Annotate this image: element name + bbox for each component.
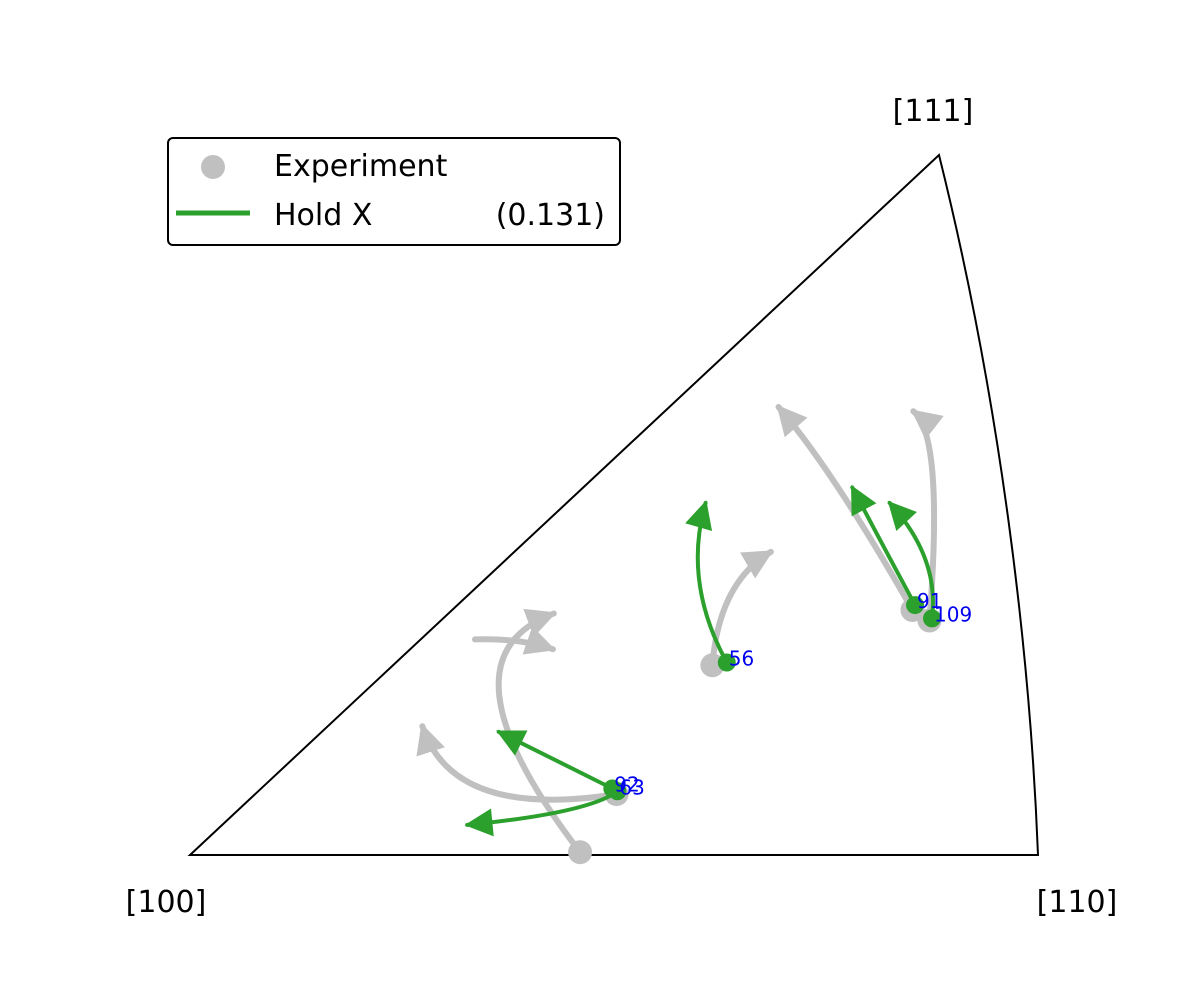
- model-trajectory-56: [685, 500, 729, 665]
- legend: Experiment Hold X (0.131): [167, 137, 621, 246]
- experiment-trajectory-92: [416, 723, 620, 803]
- legend-hold-x-label: Hold X: [274, 198, 372, 233]
- experiment-trajectory-91: [775, 404, 916, 613]
- corner-label-111: [111]: [893, 94, 974, 129]
- experiment-trajectory-extra-0: [471, 626, 556, 655]
- experiment-layer: [416, 404, 944, 865]
- model-point-109: [923, 609, 941, 628]
- legend-hold-x-value: (0.131): [496, 198, 605, 233]
- model-trajectory-91: [850, 485, 918, 608]
- model-trajectory-92: [496, 729, 615, 791]
- model-point-56: [717, 653, 736, 672]
- stereographic-triangle-boundary: [187, 153, 1040, 856]
- grain-label-63: 63: [619, 775, 644, 799]
- grain-label-109: 109: [934, 602, 972, 626]
- legend-frame: [167, 137, 621, 246]
- model-point-91: [906, 596, 925, 615]
- model-trajectory-109: [887, 500, 935, 621]
- experiment-point-63: [568, 840, 593, 865]
- experiment-point-56: [700, 653, 725, 678]
- legend-experiment-label: Experiment: [274, 149, 448, 184]
- grain-label-91: 91: [917, 589, 942, 613]
- corner-label-110: [110]: [1037, 885, 1118, 920]
- grain-label-92: 92: [614, 773, 639, 797]
- corner-label-100: [100]: [126, 885, 207, 920]
- model-layer: [464, 485, 941, 837]
- legend-experiment-marker: [201, 155, 225, 179]
- grain-label-56: 56: [729, 647, 754, 671]
- model-point-63: [608, 782, 627, 801]
- experiment-trajectory-56: [709, 548, 774, 669]
